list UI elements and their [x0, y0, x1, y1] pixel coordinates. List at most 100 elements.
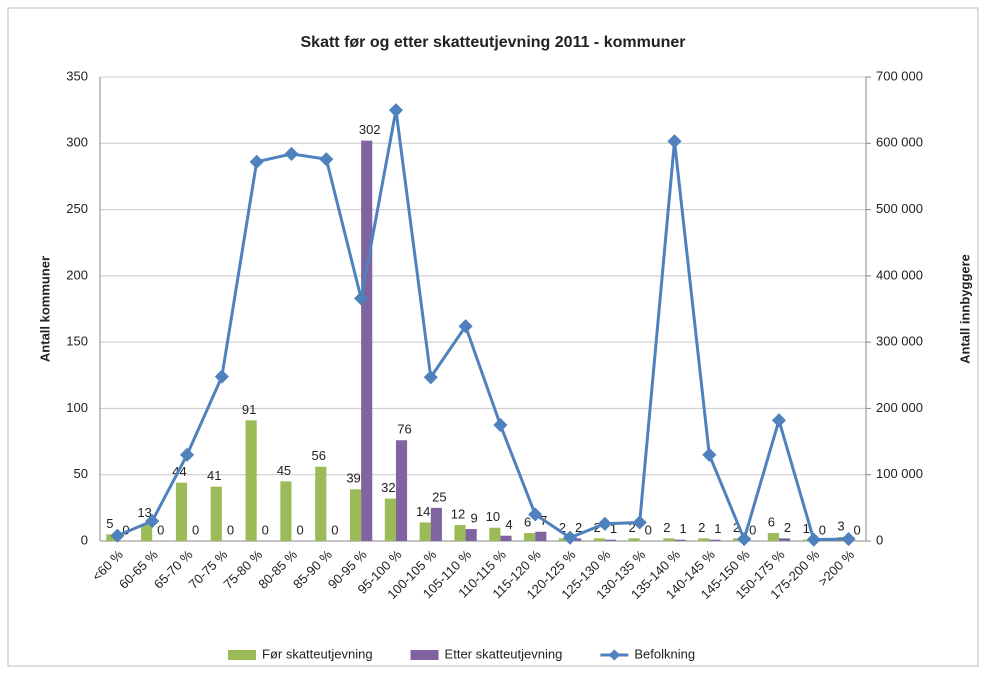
- y-tick-label: 300: [66, 135, 88, 150]
- data-label: 1: [803, 521, 810, 536]
- y2-axis-title: Antall innbyggere: [957, 254, 972, 364]
- bar: [570, 538, 582, 541]
- y-tick-label: 200: [66, 267, 88, 282]
- line: [116, 109, 849, 544]
- data-label: 302: [359, 122, 381, 137]
- data-label: 76: [397, 422, 411, 437]
- legend-label: Etter skatteutjevning: [445, 646, 563, 661]
- data-label: 0: [227, 522, 234, 537]
- y2-tick-label: 0: [876, 532, 883, 547]
- data-label: 12: [451, 507, 465, 522]
- line-marker: [806, 532, 821, 547]
- data-label: 56: [312, 448, 326, 463]
- data-label: 10: [486, 509, 500, 524]
- bar: [349, 489, 362, 541]
- data-label: 5: [106, 516, 113, 531]
- line-marker: [319, 152, 334, 167]
- y-tick-label: 150: [66, 334, 88, 349]
- bar: [175, 482, 188, 541]
- data-label: 2: [559, 520, 566, 535]
- data-label: 39: [346, 471, 360, 486]
- line-marker: [214, 369, 229, 384]
- line-marker: [179, 447, 195, 462]
- bar: [395, 440, 408, 541]
- bar: [141, 523, 153, 541]
- bar: [465, 529, 477, 541]
- line-marker: [841, 531, 856, 547]
- bar: [245, 420, 257, 541]
- y-axis-title: Antall kommuner: [37, 256, 52, 362]
- legend-swatch: [608, 649, 621, 661]
- line-marker: [737, 531, 752, 547]
- data-label: 0: [645, 522, 652, 537]
- legend-swatch: [410, 650, 439, 660]
- bar: [535, 531, 547, 541]
- data-label: 25: [432, 489, 446, 504]
- line-marker: [667, 134, 682, 149]
- data-label: 41: [207, 468, 221, 483]
- data-label: 1: [610, 521, 617, 536]
- data-label: 14: [416, 504, 430, 519]
- legend-label: Før skatteutjevning: [262, 646, 373, 661]
- y2-tick-label: 300 000: [876, 334, 923, 349]
- line-marker: [249, 154, 264, 169]
- y-tick-label: 100: [66, 400, 88, 415]
- bar: [454, 525, 466, 541]
- line-marker: [145, 514, 160, 529]
- bar: [419, 522, 431, 541]
- y2-tick-label: 400 000: [876, 267, 923, 282]
- data-label: 0: [331, 522, 338, 537]
- data-label: 0: [749, 522, 756, 537]
- data-label: 2: [784, 520, 791, 535]
- line-marker: [388, 103, 404, 118]
- bar: [280, 481, 292, 541]
- y2-tick-label: 600 000: [876, 135, 923, 150]
- bar: [361, 140, 373, 542]
- line-marker: [632, 515, 647, 530]
- y2-tick-label: 200 000: [876, 400, 923, 415]
- y2-tick-label: 500 000: [876, 201, 923, 216]
- line-marker: [423, 370, 438, 385]
- data-label: 6: [768, 514, 775, 529]
- chart-frame: [7, 7, 979, 667]
- line-marker: [354, 291, 369, 306]
- bar: [106, 534, 118, 541]
- bar: [698, 538, 710, 541]
- bar: [628, 538, 640, 541]
- data-label: 0: [157, 522, 164, 537]
- bar: [674, 539, 686, 541]
- line-marker: [702, 447, 717, 462]
- y-tick-label: 350: [66, 68, 88, 83]
- data-label: 13: [137, 505, 151, 520]
- line-marker: [284, 146, 299, 161]
- data-label: 0: [296, 522, 303, 537]
- chart-title: Skatt før og etter skatteutjevning 2011 …: [301, 34, 686, 51]
- data-label: 0: [262, 522, 269, 537]
- line-marker: [458, 319, 473, 334]
- line-marker: [771, 413, 787, 428]
- data-label: 9: [471, 511, 478, 526]
- line-marker: [528, 507, 543, 522]
- bar: [709, 539, 721, 541]
- y2-tick-label: 700 000: [876, 68, 923, 83]
- bar: [384, 498, 396, 541]
- bar: [604, 539, 617, 541]
- data-label: 4: [505, 517, 512, 532]
- data-label: 6: [524, 514, 531, 529]
- bar: [500, 535, 512, 541]
- data-label: 91: [242, 402, 256, 417]
- line-marker: [597, 516, 612, 531]
- data-label: 0: [192, 522, 199, 537]
- data-label: 1: [714, 521, 721, 536]
- bar: [315, 466, 327, 541]
- bar: [593, 538, 605, 541]
- y-tick-label: 0: [81, 532, 88, 547]
- bar: [558, 538, 571, 541]
- data-label: 45: [277, 463, 291, 478]
- bar: [778, 538, 791, 541]
- bar: [430, 507, 442, 541]
- data-label: 2: [698, 520, 705, 535]
- data-label: 2: [575, 520, 582, 535]
- y2-tick-label: 100 000: [876, 466, 923, 481]
